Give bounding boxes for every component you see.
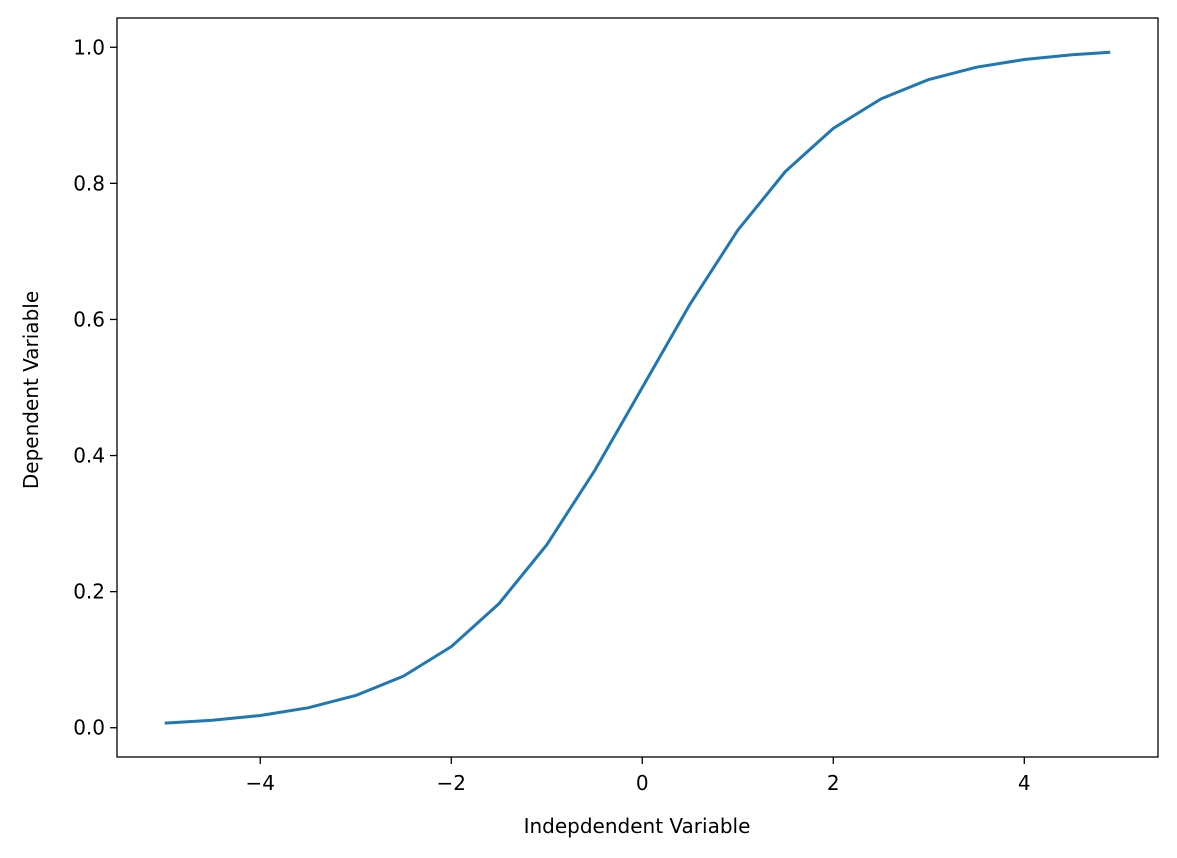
x-tick-label: −4: [246, 771, 275, 795]
y-tick-label: 0.0: [73, 716, 105, 740]
plot-area: [164, 50, 1111, 725]
y-tick-label: 0.8: [73, 171, 105, 195]
x-tick-label: −2: [437, 771, 466, 795]
y-axis-label: Dependent Variable: [19, 291, 43, 489]
axes-frame: [116, 17, 1159, 758]
y-tick-label: 0.2: [73, 580, 105, 604]
y-tick-label: 0.4: [73, 444, 105, 468]
x-tick-label: 4: [1018, 771, 1031, 795]
x-tick-label: 2: [827, 771, 840, 795]
x-tick-label: 0: [636, 771, 649, 795]
y-tick-label: 0.6: [73, 307, 105, 331]
y-tick-label: 1.0: [73, 35, 105, 59]
series-line-0: [164, 50, 1111, 725]
x-axis-label: Indepdendent Variable: [524, 814, 751, 838]
axis-ticks: −4 −2 0 2 4 0.0 0.2 0.4 0.6 0.8 1.0: [73, 35, 1030, 795]
